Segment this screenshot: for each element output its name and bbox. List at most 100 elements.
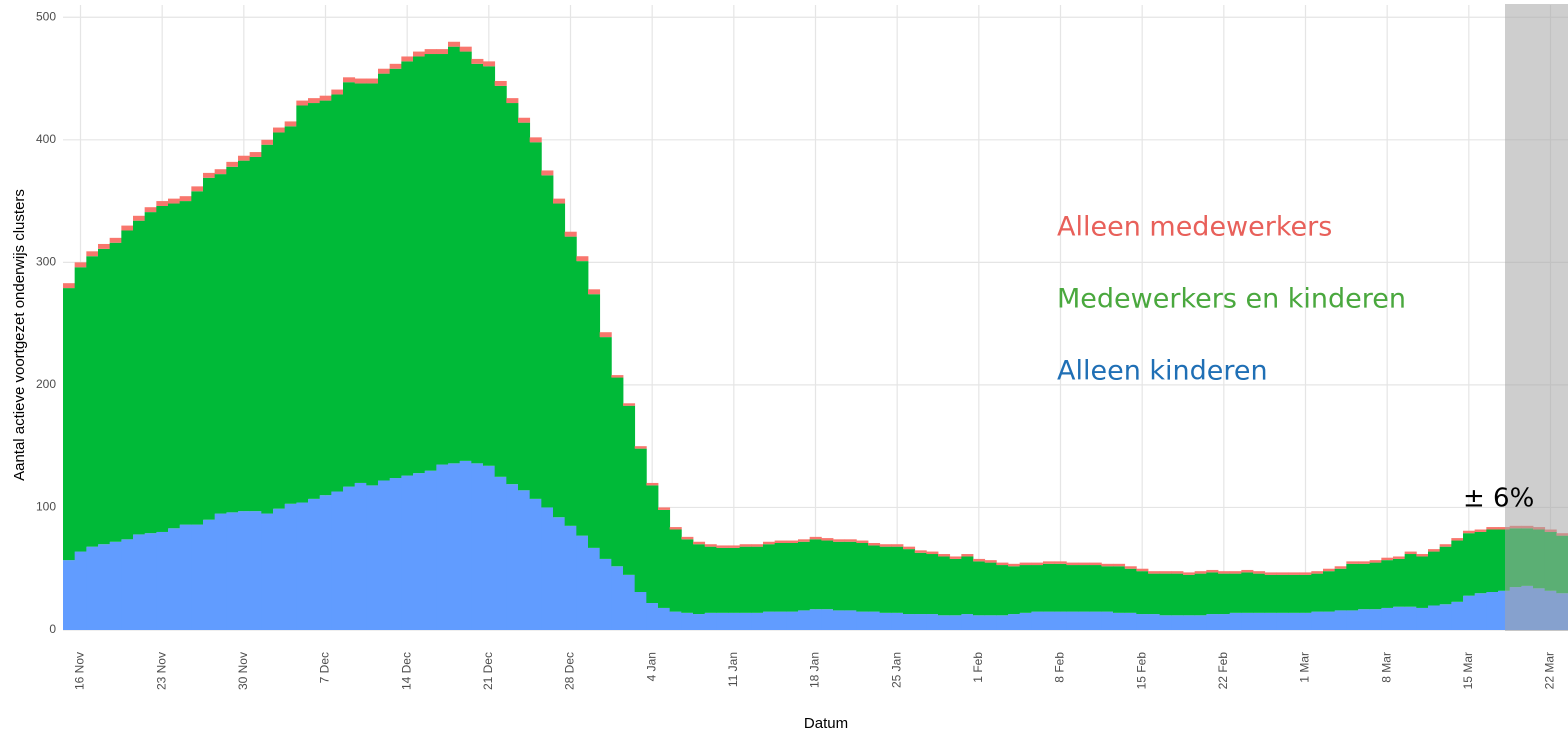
bar-segment xyxy=(1311,611,1324,630)
bar-segment xyxy=(669,611,682,630)
bar-segment xyxy=(1428,551,1441,606)
bar-segment xyxy=(518,122,531,491)
bar-segment xyxy=(704,544,717,547)
bar-segment xyxy=(856,611,869,630)
bar-segment xyxy=(471,63,484,464)
bar-segment xyxy=(961,556,974,615)
bar-segment xyxy=(296,105,309,503)
bar-segment xyxy=(844,610,857,630)
bar-segment xyxy=(1113,612,1126,630)
bar-segment xyxy=(1323,571,1336,612)
bar-segment xyxy=(144,207,157,213)
bar-segment xyxy=(133,220,146,535)
x-tick-label: 16 Nov xyxy=(73,652,87,690)
bar-segment xyxy=(984,562,997,616)
bar-segment xyxy=(739,546,752,613)
bar-segment xyxy=(798,610,811,630)
bar-segment xyxy=(319,495,332,630)
x-tick-label: 7 Dec xyxy=(318,652,332,683)
bar-segment xyxy=(739,544,752,547)
bar-segment xyxy=(506,98,519,104)
bar-segment xyxy=(716,547,729,613)
bar-segment xyxy=(1183,615,1196,630)
bar-segment xyxy=(821,538,834,541)
bar-segment xyxy=(191,186,204,192)
bar-segment xyxy=(599,332,612,338)
bar-segment xyxy=(1019,562,1032,566)
bar-segment xyxy=(1148,614,1161,630)
bar-segment xyxy=(1218,571,1231,574)
bar-segment xyxy=(308,498,321,630)
bar-segment xyxy=(1089,562,1102,566)
bar-segment xyxy=(1404,551,1417,555)
bar-segment xyxy=(868,545,881,612)
bar-segment xyxy=(529,498,542,630)
bar-segment xyxy=(1393,556,1406,559)
bar-segment xyxy=(483,465,496,630)
bar-segment xyxy=(1218,614,1231,630)
bar-segment xyxy=(1229,571,1242,574)
bar-segment xyxy=(494,476,507,630)
bar-segment xyxy=(238,511,251,630)
bar-segment xyxy=(343,82,356,487)
bar-segment xyxy=(984,615,997,630)
bar-segment xyxy=(1253,573,1266,613)
legend-label: Alleen kinderen xyxy=(1057,356,1268,387)
x-tick-label: 1 Mar xyxy=(1298,652,1312,683)
bar-segment xyxy=(891,612,904,630)
bar-segment xyxy=(1171,571,1184,574)
bar-segment xyxy=(1066,562,1079,566)
bar-segment xyxy=(63,288,76,561)
bar-segment xyxy=(1218,573,1231,615)
bar-segment xyxy=(856,542,869,612)
bar-segment xyxy=(541,170,554,176)
bar-segment xyxy=(1416,556,1429,608)
bar-segment xyxy=(903,546,916,550)
bar-segment xyxy=(634,446,647,449)
bar-segment xyxy=(1031,562,1044,566)
bar-segment xyxy=(949,558,962,616)
bar-segment xyxy=(168,528,181,630)
bar-segment xyxy=(716,612,729,630)
bar-segment xyxy=(121,230,134,540)
bar-segment xyxy=(86,546,99,630)
bar-segment xyxy=(833,610,846,630)
bar-segment xyxy=(1124,568,1137,613)
bar-segment xyxy=(366,78,379,84)
bar-segment xyxy=(203,172,216,178)
bar-segment xyxy=(1451,601,1464,630)
x-tick-label: 14 Dec xyxy=(399,652,413,690)
bar-segment xyxy=(914,550,927,553)
bar-segment xyxy=(658,509,671,608)
bar-segment xyxy=(1136,568,1149,572)
bar-segment xyxy=(63,560,76,630)
bar-segment xyxy=(739,612,752,630)
bar-segment xyxy=(518,117,531,123)
bar-segment xyxy=(1008,614,1021,630)
bar-segment xyxy=(86,256,99,547)
bar-segment xyxy=(98,248,111,545)
bar-segment xyxy=(238,160,251,512)
bar-segment xyxy=(1276,612,1289,630)
bar-segment xyxy=(1171,573,1184,616)
bar-segment xyxy=(996,615,1009,630)
bar-segment xyxy=(914,552,927,615)
bar-segment xyxy=(903,614,916,630)
bar-segment xyxy=(623,403,636,406)
x-tick-label: 22 Mar xyxy=(1543,652,1557,689)
bar-segment xyxy=(599,558,612,630)
bar-segment xyxy=(1498,527,1511,530)
bar-segment xyxy=(401,56,414,62)
bar-segment xyxy=(1078,565,1091,612)
bar-segment xyxy=(308,98,321,104)
bar-segment xyxy=(1031,611,1044,630)
bar-segment xyxy=(354,482,367,630)
bar-segment xyxy=(1078,562,1091,566)
bar-segment xyxy=(1369,609,1382,630)
bar-segment xyxy=(133,215,146,221)
y-tick-label: 500 xyxy=(36,9,56,23)
bar-segment xyxy=(891,544,904,547)
bar-segment xyxy=(763,611,776,630)
bar-segment xyxy=(728,547,741,613)
